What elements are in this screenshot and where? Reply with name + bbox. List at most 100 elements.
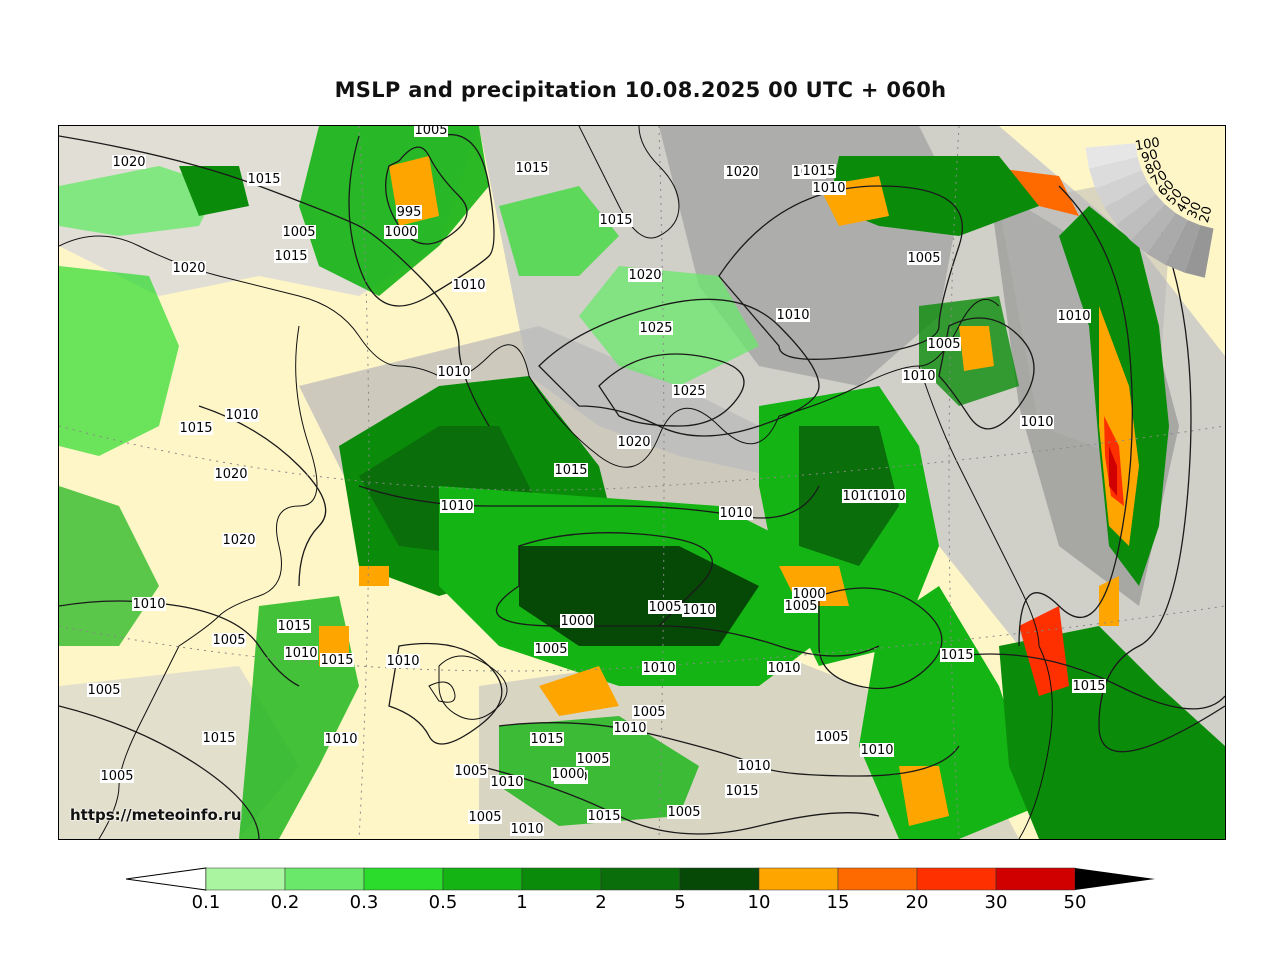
colorbar-cell bbox=[916, 867, 997, 891]
isobar-label-bg bbox=[576, 752, 610, 766]
colorbar-tick-label: 10 bbox=[747, 892, 771, 913]
colorbar-tick-label: 0.5 bbox=[428, 892, 458, 913]
isobar-label-bg bbox=[454, 764, 488, 778]
isobar-label-bg bbox=[284, 646, 318, 660]
isobar-label-text: 1010 bbox=[842, 489, 875, 504]
precip-colorbar bbox=[126, 867, 1155, 891]
isobar-label: 1005 bbox=[648, 600, 682, 615]
isobar-label-text: 1015 bbox=[599, 213, 632, 228]
isobar-label-text: 1010 bbox=[776, 308, 809, 323]
isobar-label-text: 1010 bbox=[440, 499, 473, 514]
isobar-label-bg bbox=[792, 587, 826, 601]
cloud-wheel-label: 20 bbox=[1197, 205, 1216, 225]
isobar-label: 1005 bbox=[534, 642, 568, 657]
isobar-label-text: 1020 bbox=[725, 165, 758, 180]
isobar-label-bg bbox=[767, 661, 801, 675]
cloud-wheel-sectors bbox=[1085, 143, 1214, 278]
isobar-label-bg bbox=[815, 730, 849, 744]
isobar-label-text: 1015 bbox=[515, 161, 548, 176]
colorbar-over-triangle bbox=[1075, 868, 1155, 890]
isobar-label-bg bbox=[642, 661, 676, 675]
isobar-label: 1005 bbox=[907, 251, 941, 266]
isobar-label-bg bbox=[515, 161, 549, 175]
isobar-label-bg bbox=[490, 775, 524, 789]
isobar-label-bg bbox=[927, 337, 961, 351]
isobar-label: 1010 bbox=[872, 489, 906, 504]
isobar-label-text: 1010 bbox=[284, 646, 317, 661]
isobar-label-bg bbox=[202, 731, 236, 745]
isobar-label-bg bbox=[560, 614, 594, 628]
isobar-label-bg bbox=[132, 597, 166, 611]
isobar-label-text: 1025 bbox=[639, 321, 672, 336]
cloud-wheel-sector bbox=[1184, 225, 1214, 278]
coastline-layer bbox=[59, 126, 1053, 839]
isobar-label: 1010 bbox=[642, 661, 676, 676]
isobar-label-bg bbox=[414, 126, 448, 137]
isobar-label: 1010 bbox=[437, 365, 471, 380]
isobar-label-bg bbox=[396, 205, 422, 219]
isobar-label: 1010 bbox=[324, 732, 358, 747]
isobar-label: 1020 bbox=[214, 467, 248, 482]
isobar-label-bg bbox=[784, 599, 818, 613]
isobar-label: 1015 bbox=[802, 164, 836, 179]
isobar-label: 1010 bbox=[132, 597, 166, 612]
isobar-label-text: 1005 bbox=[667, 805, 700, 820]
isobar-label: 1010 bbox=[225, 408, 259, 423]
isobar-label-bg bbox=[386, 654, 420, 668]
cloud-wheel-label: 30 bbox=[1185, 200, 1205, 221]
isobar-label: 1005 bbox=[815, 730, 849, 745]
isobar-label-bg bbox=[324, 732, 358, 746]
isobar-label-text: 1015 bbox=[202, 731, 235, 746]
isobar-label-bg bbox=[617, 435, 651, 449]
isobar-label-text: 1005 bbox=[576, 752, 609, 767]
colorbar-tick-label: 20 bbox=[905, 892, 929, 913]
colorbar-cell bbox=[995, 867, 1076, 891]
isobar-label-bg bbox=[667, 805, 701, 819]
isobar-label-bg bbox=[907, 251, 941, 265]
isobar-label-text: 1005 bbox=[414, 126, 447, 138]
isobar-label-text: 1010 bbox=[386, 654, 419, 669]
isobar-label-bg bbox=[554, 463, 588, 477]
isobar-label-text: 1010 bbox=[510, 822, 543, 837]
isobar-label-bg bbox=[776, 308, 810, 322]
isobar-label-bg bbox=[1057, 309, 1091, 323]
cloud-wheel-sector bbox=[1104, 182, 1156, 225]
isobar-label: 1015 bbox=[515, 161, 549, 176]
isobar-label-text: 1010 bbox=[437, 365, 470, 380]
isobar-label: 1010 bbox=[737, 759, 771, 774]
isobar-label-bg bbox=[551, 767, 585, 781]
isobar-label-bg bbox=[225, 408, 259, 422]
cloud-wheel-label: 80 bbox=[1143, 158, 1164, 179]
isobar-label: 1015 bbox=[530, 732, 564, 747]
isobar-label-bg bbox=[247, 172, 281, 186]
colorbar-tick-label: 2 bbox=[595, 892, 607, 913]
isobar-label: 1015 bbox=[599, 213, 633, 228]
isobar-label-text: 1005 bbox=[927, 337, 960, 352]
isobar-label-bg bbox=[802, 164, 836, 178]
cloud-wheel-sector bbox=[1085, 143, 1138, 169]
cloud-wheel-sector bbox=[1130, 204, 1176, 254]
isobar-label: 1005 bbox=[87, 683, 121, 698]
isobar-label-text: 1005 bbox=[815, 730, 848, 745]
isobar-label-bg bbox=[812, 181, 846, 195]
isobar-label-text: 1015 bbox=[320, 653, 353, 668]
isobar-label-text: 1010 bbox=[642, 661, 675, 676]
isobar-label: 1015 bbox=[277, 619, 311, 634]
isobar-label-text: 1005 bbox=[534, 642, 567, 657]
isobar-label-bg bbox=[384, 225, 418, 239]
isobar-label: 1000 bbox=[384, 225, 418, 240]
colorbar-cell bbox=[521, 867, 602, 891]
isobar-label-bg bbox=[725, 784, 759, 798]
colorbar-cell bbox=[758, 867, 839, 891]
isobar-label-bg bbox=[672, 384, 706, 398]
colorbar-tick-label: 0.2 bbox=[270, 892, 300, 913]
isobar-label-text: 1005 bbox=[907, 251, 940, 266]
isobar-label-bg bbox=[940, 648, 974, 662]
cloud-wheel-sector bbox=[1116, 193, 1165, 241]
isobar-label-text: 1000 bbox=[792, 587, 825, 602]
isobar-label: 1020 bbox=[172, 261, 206, 276]
isobar-label-bg bbox=[628, 268, 662, 282]
isobar-label-text: 1010 bbox=[902, 369, 935, 384]
isobar-label: 1015 bbox=[247, 172, 281, 187]
isobar-label-text: 1010 bbox=[767, 661, 800, 676]
